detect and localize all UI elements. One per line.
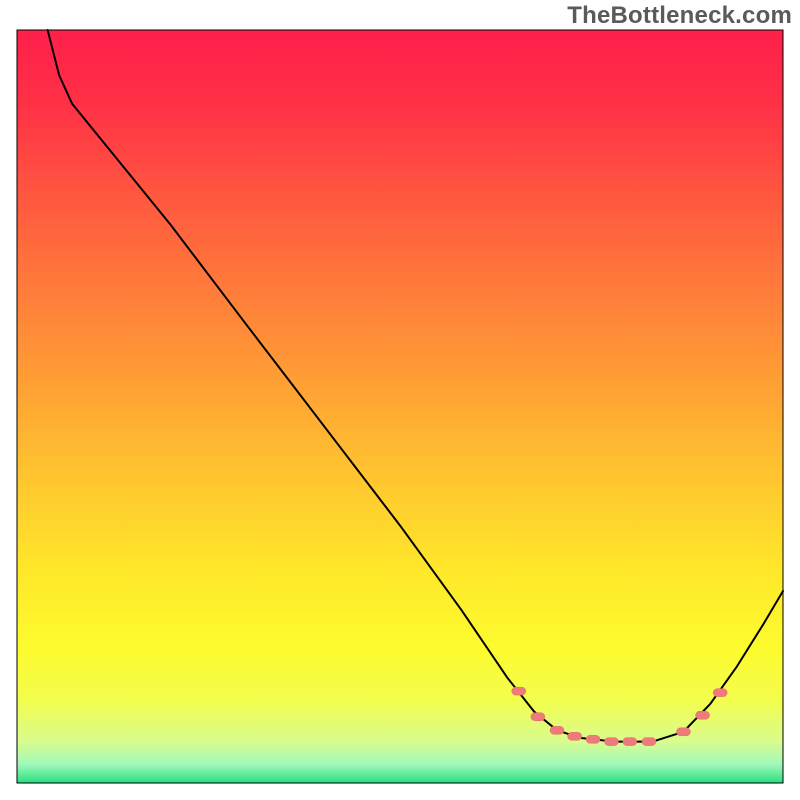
curve-marker <box>676 728 690 736</box>
curve-marker <box>623 738 637 746</box>
curve-marker <box>696 711 710 719</box>
curve-marker <box>604 738 618 746</box>
chart-canvas: TheBottleneck.com <box>0 0 800 800</box>
bottleneck-chart <box>0 0 800 800</box>
curve-marker <box>586 735 600 743</box>
watermark-text: TheBottleneck.com <box>567 2 792 30</box>
curve-marker <box>531 713 545 721</box>
chart-background <box>17 30 783 783</box>
curve-marker <box>642 738 656 746</box>
curve-marker <box>568 732 582 740</box>
curve-marker <box>512 687 526 695</box>
curve-marker <box>550 726 564 734</box>
curve-marker <box>713 689 727 697</box>
